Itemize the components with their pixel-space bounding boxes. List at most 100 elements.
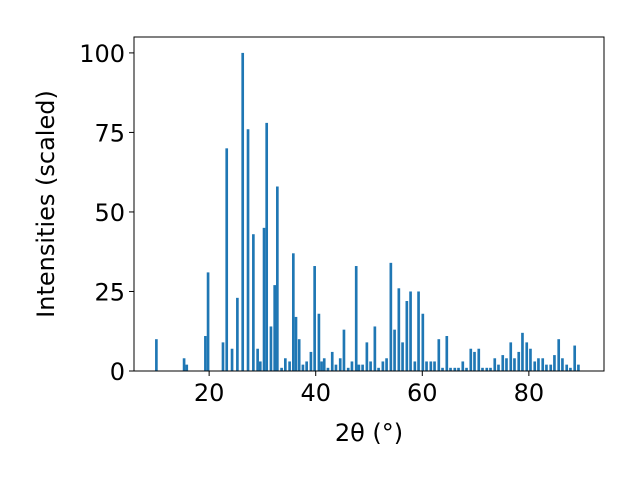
bar (256, 348, 259, 371)
bar (185, 364, 189, 371)
bar (533, 361, 537, 371)
bar (465, 367, 468, 371)
bar (338, 358, 342, 371)
bar (477, 348, 481, 371)
bar (505, 358, 508, 371)
bar (305, 361, 308, 371)
bar (269, 326, 273, 371)
bar (537, 358, 540, 371)
bar (182, 358, 186, 371)
y-axis-label: Intensities (scaled) (32, 90, 60, 318)
bar (225, 148, 229, 371)
bar (385, 358, 388, 371)
bar (413, 361, 417, 371)
bar (346, 367, 350, 371)
bar (236, 297, 239, 371)
bar (252, 234, 255, 371)
bar (445, 336, 449, 371)
bar (393, 329, 396, 371)
bar (421, 313, 425, 371)
bar (241, 52, 245, 372)
bar (437, 339, 441, 371)
bar (429, 361, 433, 371)
y-tick-label: 50 (94, 199, 125, 227)
bar (569, 367, 572, 371)
bar (350, 361, 354, 371)
bar (417, 291, 420, 371)
bar (155, 339, 158, 371)
y-tick-label: 25 (94, 278, 125, 306)
bar (273, 285, 277, 371)
bar (262, 227, 266, 371)
bar (457, 367, 460, 371)
x-ticks: 20 40 60 80 (194, 371, 544, 407)
bar (357, 364, 361, 371)
bar (221, 342, 225, 371)
bar (365, 342, 369, 371)
bar (541, 358, 545, 371)
bar (369, 361, 372, 371)
bar (354, 266, 358, 371)
bar (381, 361, 385, 371)
bar (549, 364, 553, 371)
bar (521, 332, 524, 371)
bar (461, 361, 465, 371)
bar (246, 129, 250, 371)
bar (206, 272, 210, 371)
bar (529, 348, 532, 371)
bar (561, 358, 564, 371)
bar (317, 313, 321, 371)
y-ticks: 0 25 50 75 100 (79, 40, 134, 386)
bar (361, 364, 364, 371)
bar (401, 342, 404, 371)
bar (489, 367, 492, 371)
bar (288, 361, 291, 371)
bar (481, 367, 484, 371)
bar (326, 367, 330, 371)
bar (265, 122, 269, 371)
bar (553, 355, 556, 371)
bar (449, 367, 452, 371)
bar (577, 364, 580, 371)
y-tick-label: 75 (94, 119, 125, 147)
bar (441, 367, 444, 371)
bar (258, 361, 262, 371)
bar (485, 367, 489, 371)
bar (469, 348, 473, 371)
x-tick-label: 80 (514, 379, 545, 407)
y-tick-label: 100 (79, 40, 125, 68)
bar (284, 358, 287, 371)
bar (501, 355, 505, 371)
bar (405, 301, 409, 371)
bar (557, 339, 561, 371)
bar (517, 351, 521, 371)
bar (373, 326, 377, 371)
bar (320, 361, 323, 371)
bar (425, 361, 428, 371)
bar (497, 364, 500, 371)
bar (280, 367, 283, 371)
bar (509, 342, 513, 371)
bar (330, 351, 334, 371)
bar (389, 262, 393, 371)
x-tick-label: 20 (194, 379, 225, 407)
x-axis-label: 2θ (°) (335, 419, 403, 447)
bar (473, 351, 476, 371)
bar (322, 358, 326, 371)
bar (493, 358, 497, 371)
bar (565, 364, 569, 371)
x-tick-label: 40 (300, 379, 331, 407)
bar (313, 266, 316, 371)
bar (230, 348, 234, 371)
bar (545, 364, 548, 371)
bar (573, 345, 577, 371)
bar (397, 288, 401, 371)
bar (334, 364, 338, 371)
bar (309, 351, 313, 371)
bar (342, 329, 346, 371)
bar (291, 253, 295, 371)
x-tick-label: 60 (407, 379, 438, 407)
bar (513, 358, 516, 371)
bar (433, 361, 436, 371)
